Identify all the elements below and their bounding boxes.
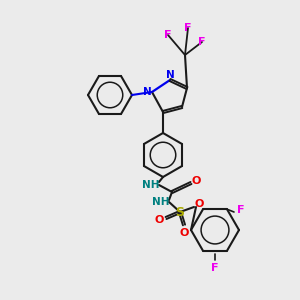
Text: O: O — [179, 228, 189, 238]
Text: F: F — [198, 37, 206, 47]
Text: S: S — [176, 206, 184, 218]
Text: O: O — [191, 176, 201, 186]
Text: N: N — [166, 70, 174, 80]
Text: F: F — [211, 263, 219, 273]
Text: F: F — [184, 23, 192, 33]
Text: O: O — [194, 199, 204, 209]
Text: F: F — [164, 30, 172, 40]
Text: NH: NH — [152, 197, 170, 207]
Text: F: F — [237, 205, 245, 215]
Text: N: N — [142, 87, 152, 97]
Text: O: O — [154, 215, 164, 225]
Text: NH: NH — [142, 180, 160, 190]
